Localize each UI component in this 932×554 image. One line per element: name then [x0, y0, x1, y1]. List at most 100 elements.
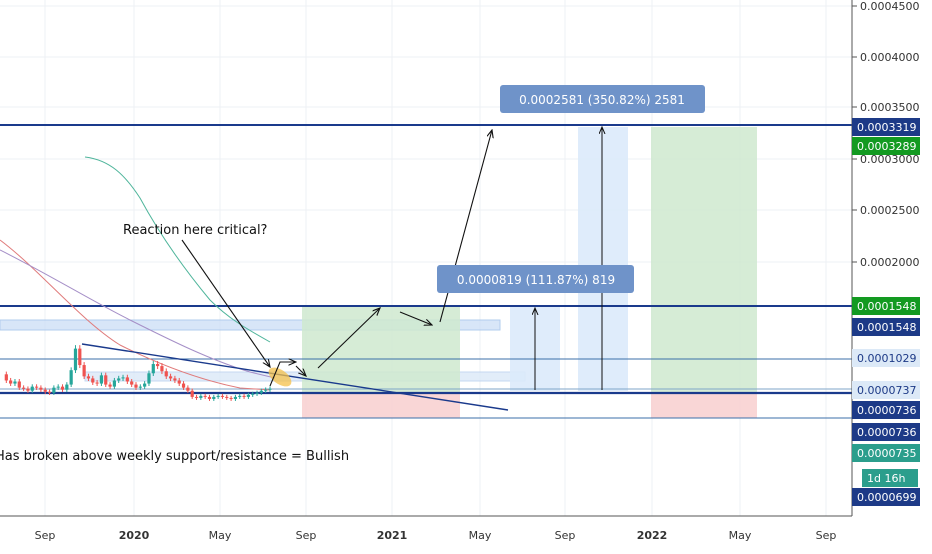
highlight-marker: [268, 367, 292, 387]
candle-body: [56, 386, 60, 388]
candle-body: [47, 391, 52, 393]
price-badge-label: 1d 16h: [867, 472, 905, 485]
price-badge-label: 0.0000735: [857, 447, 917, 460]
candle-body: [4, 374, 8, 381]
candle-body: [190, 390, 194, 397]
price-badge-label: 0.0001548: [857, 321, 917, 334]
x-tick-label: Sep: [816, 529, 837, 542]
price-badge-label: 0.0001029: [857, 352, 917, 365]
x-tick-label: Sep: [35, 529, 56, 542]
candle-body: [95, 382, 99, 384]
measure-label-2: 0.0002581 (350.82%) 2581: [519, 93, 685, 107]
y-tick-label: 0.0002500: [860, 204, 920, 217]
candle-body: [173, 378, 177, 381]
x-tick-label: 2021: [377, 529, 408, 542]
candle-body: [17, 381, 21, 388]
candle-body: [229, 397, 233, 399]
candle-body: [138, 386, 142, 388]
candle-body: [207, 396, 212, 399]
candle-body: [255, 392, 259, 394]
candle-body: [82, 365, 86, 377]
candle-body: [99, 375, 104, 384]
price-badge-bg: [852, 118, 920, 136]
candle-body: [130, 381, 134, 385]
annotation-bullish: Has broken above weekly support/resistan…: [0, 449, 349, 464]
price-badges: 0.0003319 0.0003289 0.0001548 0.0001548 0.00…: [852, 118, 920, 506]
price-badge-label: 0.0003319: [857, 121, 917, 134]
candle-body: [216, 395, 220, 397]
candle-body: [199, 395, 203, 398]
price-badge-bg: [852, 401, 920, 419]
candle-body: [78, 348, 82, 366]
candle-body: [39, 387, 43, 390]
y-tick-label: 0.0003000: [860, 153, 920, 166]
price-badge-label: 0.0000699: [857, 491, 917, 504]
y-tick-label: 0.0003500: [860, 101, 920, 114]
x-tick-label: May: [729, 529, 752, 542]
descending-trendline[interactable]: [81, 343, 509, 411]
ma-green: [84, 156, 271, 343]
candle-body: [143, 383, 147, 387]
time-axis-ticks: Sep 2020 May Sep 2021 May Sep 2022 May Sep: [35, 529, 837, 542]
candle-body: [117, 378, 121, 381]
long-target-zone-2: [651, 127, 757, 392]
candle-body: [13, 381, 17, 384]
x-tick-label: Sep: [555, 529, 576, 542]
y-tick-label: 0.0002000: [860, 256, 920, 269]
candle-body: [242, 395, 246, 397]
candle-body: [156, 364, 160, 367]
y-tick-label: 0.0004500: [860, 0, 920, 13]
candle-body: [60, 386, 65, 390]
price-badge-bg: [852, 297, 920, 315]
ma-purple: [0, 249, 276, 379]
price-badge-label: 0.0000736: [857, 426, 917, 439]
candle-body: [251, 393, 255, 395]
candle-body: [104, 375, 108, 385]
price-badge-bg: [852, 423, 920, 441]
candle-body: [26, 388, 30, 391]
candle-body: [164, 371, 168, 377]
path-arrow-4: [399, 311, 432, 325]
candle-body: [121, 377, 125, 379]
candle-body: [160, 366, 164, 372]
candle-body: [246, 394, 250, 397]
path-arrow-2: [295, 365, 306, 376]
annotation-reaction: Reaction here critical?: [123, 223, 267, 238]
candle-body: [259, 390, 263, 393]
price-badge-label: 0.0000736: [857, 404, 917, 417]
price-badge-bg: [862, 469, 918, 487]
candle-body: [151, 364, 155, 374]
candle-body: [212, 396, 216, 399]
candle-body: [194, 396, 199, 398]
measure-label-box-2: [500, 85, 705, 113]
candle-body: [186, 387, 190, 391]
candle-body: [125, 377, 129, 382]
price-badge-label: 0.0003289: [857, 140, 917, 153]
candle-body: [43, 389, 47, 392]
price-badge-bg: [852, 444, 920, 462]
y-tick-label: 0.0004000: [860, 51, 920, 64]
price-badge-bg: [852, 318, 920, 336]
path-arrow-3: [317, 308, 380, 369]
candle-body: [203, 395, 207, 397]
long-stop-zone-1: [302, 392, 460, 418]
candle-body: [220, 395, 225, 397]
path-arrow-1: [269, 362, 296, 387]
candle-body: [112, 380, 116, 387]
candle-body: [168, 376, 173, 379]
measure-label-1: 0.0000819 (111.87%) 819: [457, 273, 615, 287]
x-tick-label: Sep: [296, 529, 317, 542]
callout-pointer-arrow: [181, 239, 270, 367]
candle-body: [22, 387, 26, 389]
price-badge-bg: [852, 349, 920, 367]
candle-body: [52, 387, 56, 393]
measure-zone-2: [578, 127, 628, 391]
candle-body: [108, 384, 112, 387]
price-badge-bg: [852, 137, 920, 155]
candle-body: [264, 389, 268, 391]
price-badge-label: 0.0001548: [857, 300, 917, 313]
candle-body: [134, 384, 138, 388]
candle-body: [268, 388, 272, 390]
